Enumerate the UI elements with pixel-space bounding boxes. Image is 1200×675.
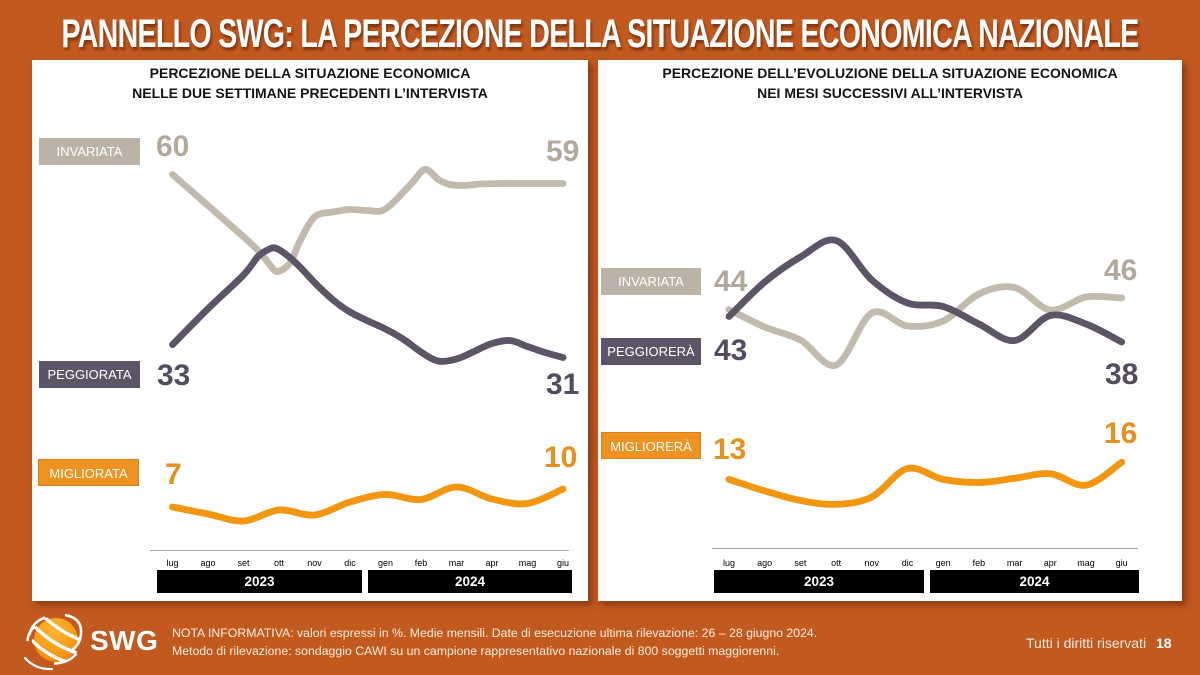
svg-text:SWG: SWG	[90, 625, 158, 656]
